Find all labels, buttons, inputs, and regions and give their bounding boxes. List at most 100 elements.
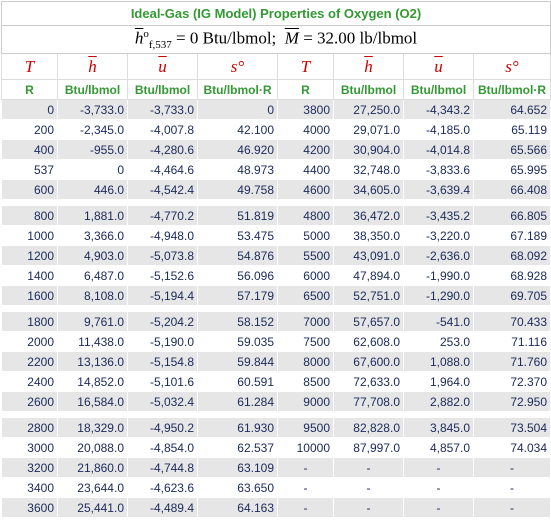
data-cell: 4,903.0	[57, 245, 128, 266]
data-cell: 43,091.0	[333, 245, 404, 266]
table-row: 1000 3,366.0 -4,948.0 53.475 5000 38,350.0 -3,…	[1, 225, 551, 246]
table-row: 2000 11,438.0 -5,190.0 59.035 7500 62,608.0 25…	[1, 331, 551, 352]
data-cell: -	[403, 477, 474, 498]
symbol-header: T	[277, 53, 334, 80]
data-cell: 61.930	[197, 417, 278, 438]
data-cell: 3,366.0	[57, 225, 128, 246]
data-cell: -	[277, 457, 334, 478]
data-cell: 70.433	[472, 311, 551, 332]
data-cell: 11,438.0	[57, 331, 128, 352]
table-row: 600 446.0 -4,542.4 49.758 4600 34,605.0 -3,639…	[1, 179, 551, 200]
symbol-header: u	[403, 53, 474, 80]
data-cell: 0	[57, 159, 128, 180]
data-cell: 20,088.0	[57, 437, 128, 458]
data-cell: -541.0	[403, 311, 474, 332]
table-row: 2600 16,584.0 -5,032.4 61.284 9000 77,708.0 2,…	[1, 391, 551, 412]
unit-header: Btu/lbmol	[333, 79, 404, 100]
data-cell: 36,472.0	[333, 205, 404, 226]
data-cell: 49.758	[197, 179, 278, 200]
table-row: R Btu/lbmol Btu/lbmol Btu/lbmol·R R Btu/lbmol…	[1, 79, 551, 100]
data-cell: 4000	[277, 119, 334, 140]
data-cell: 69.705	[472, 285, 551, 306]
table-subtitle: hof,537 = 0 Btu/lbmol; M = 32.00 lb/lbmo…	[0, 25, 551, 54]
unit-header: Btu/lbmol	[127, 79, 198, 100]
data-cell: 63.650	[197, 477, 278, 498]
data-cell: 62,608.0	[333, 331, 404, 352]
data-cell: -4,854.0	[127, 437, 198, 458]
data-cell: 3000	[1, 437, 58, 458]
table-row: 537 0 -4,464.6 48.973 4400 32,748.0 -3,833.6 65…	[1, 159, 551, 180]
data-cell: -5,152.6	[127, 265, 198, 286]
data-cell: 1,088.0	[403, 351, 474, 372]
data-cell: -4,770.2	[127, 205, 198, 226]
data-cell: 1200	[1, 245, 58, 266]
data-cell: 21,860.0	[57, 457, 128, 478]
table-row: 3400 23,644.0 -4,623.6 63.650- - - -	[1, 477, 551, 498]
data-cell: 64.163	[197, 497, 278, 518]
data-cell: 3200	[1, 457, 58, 478]
data-cell: 1600	[1, 285, 58, 306]
superscript: o	[143, 27, 149, 40]
data-cell: 1800	[1, 311, 58, 332]
data-cell: 57.179	[197, 285, 278, 306]
data-cell: 6500	[277, 285, 334, 306]
data-cell: -2,636.0	[403, 245, 474, 266]
data-cell: -4,280.6	[127, 139, 198, 160]
data-cell: -3,435.2	[403, 205, 474, 226]
data-cell: 2200	[1, 351, 58, 372]
data-cell: 65.566	[472, 139, 551, 160]
data-cell: -4,744.8	[127, 457, 198, 478]
data-cell: 200	[1, 119, 58, 140]
table-row: 2800 18,329.0 -4,950.2 61.930 9500 82,828.0 3,…	[1, 417, 551, 438]
data-cell: 73.504	[472, 417, 551, 438]
data-cell: 18,329.0	[57, 417, 128, 438]
data-cell: 34,605.0	[333, 179, 404, 200]
data-cell: -1,290.0	[403, 285, 474, 306]
data-cell: 29,071.0	[333, 119, 404, 140]
table-row	[1, 199, 551, 206]
table-title: Ideal-Gas (IG Model) Properties of Oxyge…	[0, 1, 551, 26]
data-cell: 2800	[1, 417, 58, 438]
data-cell: 3600	[1, 497, 58, 518]
data-cell: 13,136.0	[57, 351, 128, 372]
data-cell: 72,633.0	[333, 371, 404, 392]
data-cell: 47,894.0	[333, 265, 404, 286]
data-cell: 53.475	[197, 225, 278, 246]
data-cell: 4400	[277, 159, 334, 180]
unit-header: R	[1, 79, 58, 100]
table-row: 1400 6,487.0 -5,152.6 56.096 6000 47,894.0 -1,…	[1, 265, 551, 286]
data-cell: 68.928	[472, 265, 551, 286]
data-cell: -5,101.6	[127, 371, 198, 392]
data-cell: 2000	[1, 331, 58, 352]
data-cell: 67,600.0	[333, 351, 404, 372]
symbol-header: u	[127, 53, 198, 80]
data-cell: 65.119	[472, 119, 551, 140]
table-row: 3000 20,088.0 -4,854.0 62.537 10000 87,997.0 4…	[1, 437, 551, 458]
data-cell: 77,708.0	[333, 391, 404, 412]
data-cell: 600	[1, 179, 58, 200]
symbol-header: s°	[197, 53, 278, 80]
data-cell: -	[403, 497, 474, 518]
data-cell: 8000	[277, 351, 334, 372]
data-cell: 9000	[277, 391, 334, 412]
data-cell: 9500	[277, 417, 334, 438]
data-cell: -5,204.2	[127, 311, 198, 332]
page: Ideal-Gas (IG Model) Properties of Oxyge…	[0, 1, 551, 518]
table-row: 2200 13,136.0 -5,154.8 59.844 8000 67,600.0 1,…	[1, 351, 551, 372]
data-cell: -5,190.0	[127, 331, 198, 352]
data-cell: 253.0	[403, 331, 474, 352]
data-cell: -	[472, 477, 551, 498]
data-cell: 5000	[277, 225, 334, 246]
data-cell: 59.844	[197, 351, 278, 372]
table-row: 2400 14,852.0 -5,101.6 60.591 8500 72,633.0 1,…	[1, 371, 551, 392]
data-cell: 4200	[277, 139, 334, 160]
data-cell: -4,948.0	[127, 225, 198, 246]
data-cell: -3,733.0	[127, 99, 198, 120]
data-cell: 66.408	[472, 179, 551, 200]
data-cell: -	[333, 497, 404, 518]
data-cell: -	[472, 457, 551, 478]
data-cell: -	[403, 457, 474, 478]
data-cell: 67.189	[472, 225, 551, 246]
data-cell: 38,350.0	[333, 225, 404, 246]
